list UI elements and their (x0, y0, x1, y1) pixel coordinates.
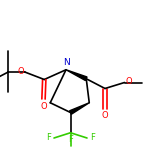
Text: O: O (40, 102, 47, 111)
Polygon shape (70, 103, 89, 114)
Polygon shape (66, 70, 87, 81)
Text: O: O (125, 77, 132, 86)
Text: F: F (68, 135, 73, 144)
Text: N: N (63, 58, 70, 67)
Text: F: F (46, 134, 51, 142)
Text: F: F (90, 134, 95, 142)
Text: O: O (17, 67, 24, 76)
Text: O: O (102, 111, 108, 120)
